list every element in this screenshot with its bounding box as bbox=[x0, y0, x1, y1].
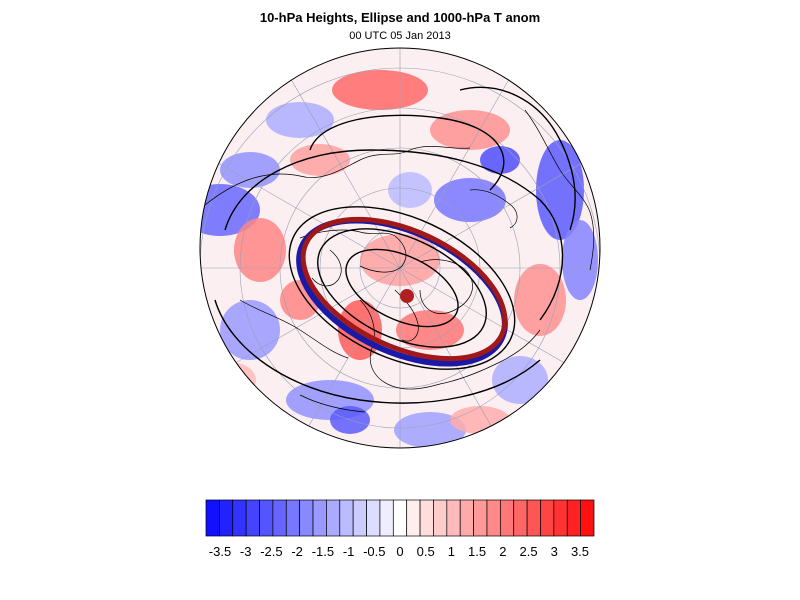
colorbar-swatch bbox=[366, 499, 381, 537]
colorbar-swatch bbox=[540, 499, 555, 537]
colorbar-swatch bbox=[205, 499, 220, 537]
colorbar-swatch bbox=[312, 499, 327, 537]
colorbar-tick-label: 0.5 bbox=[417, 544, 435, 559]
colorbar-tick-label: -1 bbox=[343, 544, 355, 559]
colorbar-swatch bbox=[499, 499, 515, 537]
colorbar-tick-label: 1.5 bbox=[468, 544, 486, 559]
ellipse-center-marker bbox=[400, 289, 414, 303]
colorbar-swatch bbox=[379, 499, 394, 537]
colorbar-tick-label: 3 bbox=[551, 544, 558, 559]
colorbar-swatch bbox=[326, 499, 341, 537]
colorbar-swatch bbox=[259, 499, 274, 537]
colorbar-tick-label: -2 bbox=[291, 544, 303, 559]
globe-outline bbox=[199, 47, 601, 449]
colorbar-tick-label: -0.5 bbox=[363, 544, 385, 559]
colorbar-swatch bbox=[433, 499, 448, 537]
colorbar-tick-label: -2.5 bbox=[260, 544, 282, 559]
colorbar-swatch bbox=[245, 499, 260, 537]
colorbar-swatch bbox=[473, 499, 488, 537]
colorbar-swatch bbox=[553, 499, 568, 537]
colorbar-swatch bbox=[285, 499, 301, 537]
colorbar-tick-label: 2.5 bbox=[520, 544, 538, 559]
colorbar-swatch bbox=[352, 499, 367, 537]
map-title: 10-hPa Heights, Ellipse and 1000-hPa T a… bbox=[259, 10, 541, 25]
colorbar-swatch bbox=[459, 499, 474, 537]
colorbar-swatch bbox=[219, 499, 234, 537]
colorbar-swatch bbox=[446, 499, 461, 537]
colorbar-tick-label: -3 bbox=[240, 544, 252, 559]
colorbar-tick-labels: -3.5 -3 -2.5 -2 -1.5 -1 -0.5 0 0.5 1 1.5 2 2.5 3 3.5 bbox=[209, 544, 589, 559]
colorbar-swatch bbox=[486, 499, 501, 537]
height-contours bbox=[214, 86, 576, 404]
colorbar-swatch bbox=[513, 499, 528, 537]
colorbar-swatch bbox=[272, 499, 287, 537]
colorbar-tick-label: 0 bbox=[396, 544, 403, 559]
fitted-ellipse bbox=[296, 216, 508, 367]
colorbar-tick-label: 2 bbox=[499, 544, 506, 559]
colorbar-swatch bbox=[339, 499, 354, 537]
colorbar-tick-label: -1.5 bbox=[312, 544, 334, 559]
colorbar-swatch bbox=[419, 499, 434, 537]
map-subtitle: 00 UTC 05 Jan 2013 bbox=[349, 30, 451, 42]
colorbar-swatch bbox=[580, 499, 595, 537]
colorbar-tick-label: -3.5 bbox=[209, 544, 231, 559]
colorbar-tick-label: 1 bbox=[448, 544, 455, 559]
colorbar-tick-label: 3.5 bbox=[571, 544, 589, 559]
colorbar-swatch bbox=[566, 499, 581, 537]
colorbar-swatch bbox=[392, 499, 408, 537]
colorbar-swatch bbox=[526, 499, 541, 537]
colorbar-swatches bbox=[205, 499, 595, 537]
colorbar-swatch bbox=[232, 499, 247, 537]
colorbar-swatch bbox=[299, 499, 314, 537]
colorbar-swatch bbox=[406, 499, 421, 537]
